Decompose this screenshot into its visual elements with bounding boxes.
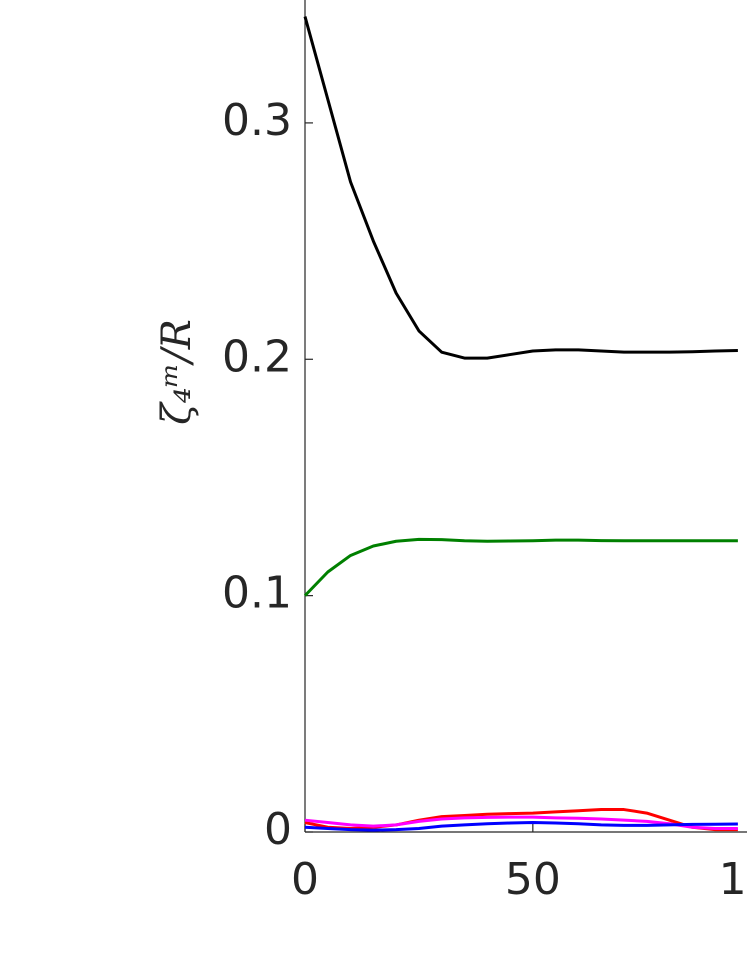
series-line: [303, 537, 738, 597]
y-tick-label: 0.1: [222, 568, 292, 619]
x-tick-label: 50: [505, 854, 561, 905]
x-tick-label: 0: [291, 854, 319, 905]
y-tick-label: 0.3: [222, 95, 292, 146]
series-line: [304, 821, 738, 832]
series-line: [304, 815, 738, 830]
y-tick-label: 0: [264, 804, 292, 855]
x-tick-label: 100: [719, 854, 747, 905]
y-tick-label: 0.2: [222, 331, 292, 382]
y-axis-label: ζ₄ᵐ/R: [154, 319, 200, 425]
series-line: [303, 16, 738, 360]
